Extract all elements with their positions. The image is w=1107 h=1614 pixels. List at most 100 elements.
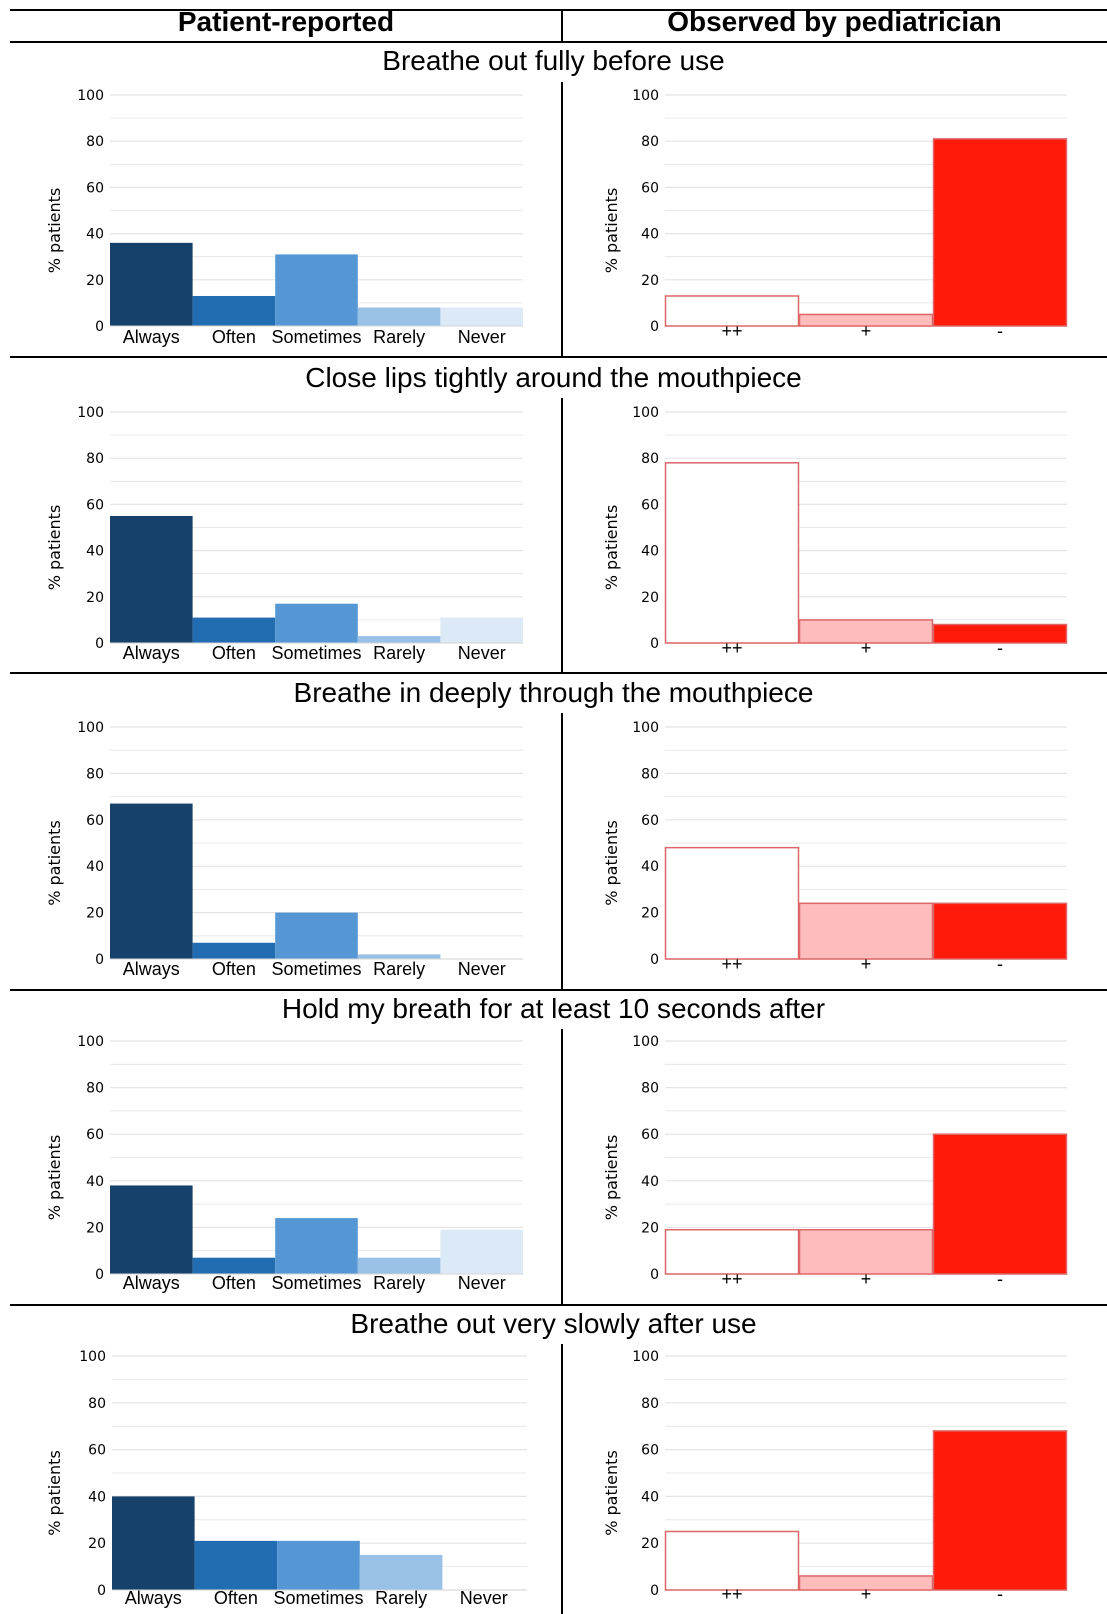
section-title-5: Breathe out very slowly after use (350, 1308, 757, 1339)
bar-sometimes (275, 912, 358, 959)
bar-often (192, 295, 276, 326)
bar-sometimes (275, 603, 358, 643)
x-tick-label: ++ (721, 1584, 742, 1604)
y-tick-label: 0 (97, 1583, 106, 1599)
x-tick-label: + (861, 321, 872, 341)
section-title-3: Breathe in deeply through the mouthpiece (293, 677, 814, 708)
y-tick-label: 60 (641, 813, 659, 829)
bar-often (192, 1257, 276, 1274)
y-tick-label: 40 (88, 1489, 106, 1505)
y-tick-label: 100 (632, 1034, 659, 1050)
section-title-2: Close lips tightly around the mouthpiece (305, 362, 802, 393)
bar-often (192, 617, 276, 643)
y-tick-label: 100 (632, 720, 659, 736)
y-tick-label: 40 (86, 544, 104, 560)
y-axis-label: % patients (602, 505, 621, 591)
y-tick-label: 40 (641, 544, 659, 560)
y-tick-label: 60 (86, 180, 104, 196)
y-tick-label: 20 (86, 1220, 104, 1236)
y-tick-label: 100 (77, 720, 104, 736)
x-tick-label: Often (214, 1588, 258, 1608)
y-tick-label: 60 (641, 1127, 659, 1143)
x-tick-label: ++ (721, 321, 742, 341)
y-tick-label: 80 (86, 766, 104, 782)
bar-plusplus (664, 1228, 800, 1275)
bar-never (440, 307, 523, 326)
column-divider-1 (561, 82, 563, 356)
y-tick-label: 100 (632, 405, 659, 421)
x-tick-label: - (997, 638, 1003, 658)
y-tick-label: 100 (79, 1349, 106, 1365)
x-tick-label: ++ (721, 954, 742, 974)
x-tick-label: Rarely (373, 643, 425, 663)
bar-rarely (357, 1257, 441, 1274)
y-tick-label: 20 (641, 1536, 659, 1552)
y-tick-label: 40 (641, 859, 659, 875)
y-tick-label: 80 (86, 134, 104, 150)
y-tick-label: 60 (86, 497, 104, 513)
bar-rarely (357, 636, 441, 643)
column-header-patient-reported: Patient-reported (177, 6, 395, 37)
column-divider-5 (561, 1344, 563, 1614)
y-tick-label: 40 (86, 859, 104, 875)
x-tick-label: Always (125, 1588, 182, 1608)
x-tick-label: Rarely (375, 1588, 427, 1608)
bar-always (110, 515, 193, 643)
x-tick-label: ++ (721, 1269, 742, 1289)
y-tick-label: 100 (77, 405, 104, 421)
x-tick-label: Sometimes (271, 327, 361, 347)
y-axis-label: % patients (45, 1135, 64, 1221)
bar-plusplus (664, 462, 800, 644)
x-tick-label: Sometimes (271, 959, 361, 979)
bar-plusplus (664, 846, 800, 960)
y-tick-label: 60 (88, 1443, 106, 1459)
bar-plusplus (664, 1530, 800, 1591)
x-tick-label: Often (212, 327, 256, 347)
bar-minus (932, 902, 1068, 960)
x-tick-label: Often (212, 643, 256, 663)
y-tick-label: 0 (95, 1267, 104, 1283)
bar-plus (798, 902, 934, 960)
y-axis-label: % patients (45, 820, 64, 906)
column-divider-4 (561, 1029, 563, 1304)
column-divider-3 (561, 713, 563, 989)
bar-plus (798, 313, 934, 327)
y-tick-label: 20 (86, 273, 104, 289)
x-tick-label: Sometimes (273, 1588, 363, 1608)
x-tick-label: Never (458, 643, 506, 663)
y-tick-label: 100 (77, 1034, 104, 1050)
x-tick-label: Always (123, 327, 180, 347)
bar-plusplus (664, 295, 800, 327)
x-tick-label: Often (212, 959, 256, 979)
y-tick-label: 20 (641, 273, 659, 289)
x-tick-label: Never (458, 327, 506, 347)
y-axis-label: % patients (45, 505, 64, 591)
y-axis-label: % patients (602, 820, 621, 906)
y-tick-label: 0 (650, 952, 659, 968)
y-axis-label: % patients (602, 1450, 621, 1536)
y-tick-label: 80 (86, 1081, 104, 1097)
x-tick-label: Sometimes (271, 643, 361, 663)
y-tick-label: 100 (632, 88, 659, 104)
y-tick-label: 80 (641, 1081, 659, 1097)
bar-never (440, 1229, 523, 1274)
x-tick-label: Rarely (373, 959, 425, 979)
top-border (10, 9, 1107, 11)
y-tick-label: 60 (86, 813, 104, 829)
y-tick-label: 60 (641, 180, 659, 196)
x-tick-label: Never (458, 959, 506, 979)
x-tick-label: Often (212, 1273, 256, 1293)
column-divider-2 (561, 398, 563, 672)
x-tick-label: + (861, 954, 872, 974)
bar-minus (932, 623, 1068, 644)
x-tick-label: + (861, 1269, 872, 1289)
y-tick-label: 40 (641, 1489, 659, 1505)
y-tick-label: 20 (641, 1220, 659, 1236)
y-tick-label: 40 (86, 1174, 104, 1190)
bar-often (192, 942, 276, 959)
